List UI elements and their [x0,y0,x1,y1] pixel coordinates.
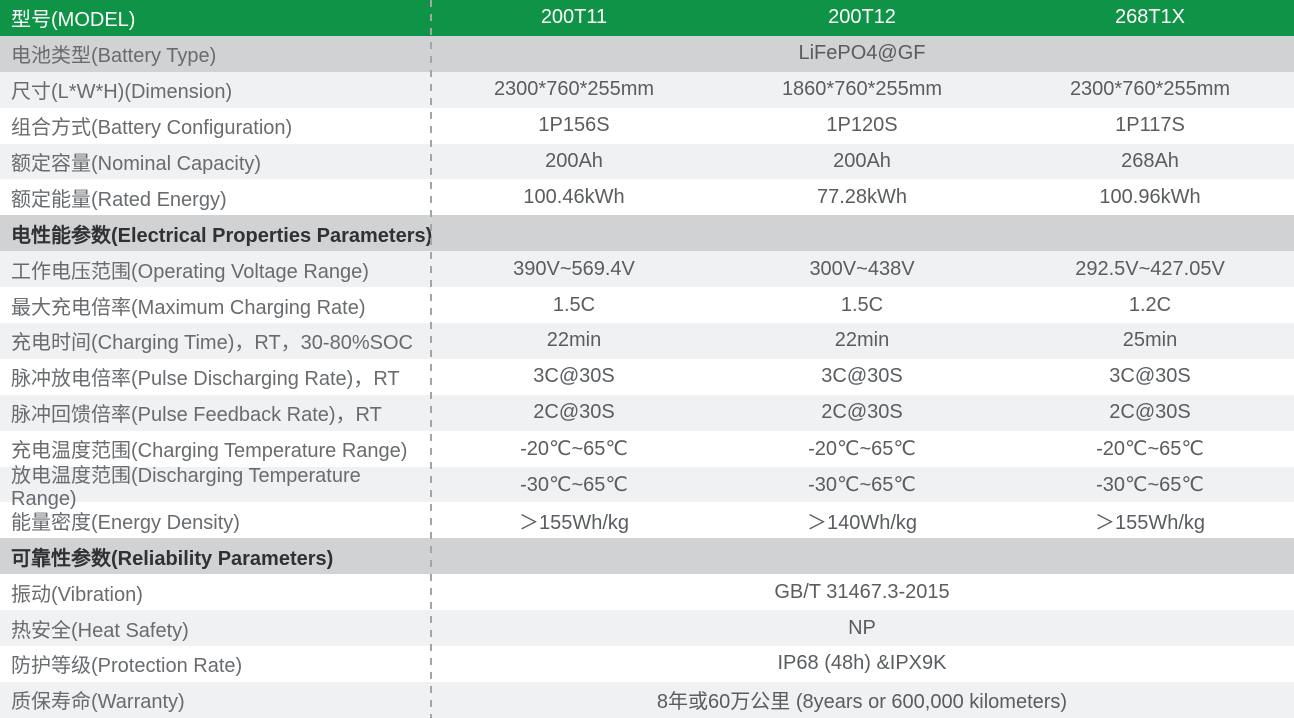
row-value: 77.28kWh [816,185,908,208]
table-row-charging-temp: 充电温度范围(Charging Temperature Range) -20℃~… [0,430,1294,467]
table-row-energy-density: 能量密度(Energy Density) ＞155Wh/kg ＞140Wh/kg… [0,502,1294,539]
row-label: 热安全(Heat Safety) [11,619,189,642]
row-value: 3C@30S [533,365,615,388]
row-label: 脉冲放电倍率(Pulse Discharging Rate)，RT [11,368,400,391]
table-row-voltage-range: 工作电压范围(Operating Voltage Range) 390V~569… [0,251,1294,288]
row-value: 1P156S [538,114,610,137]
row-value: 22min [546,329,602,352]
row-value: 3C@30S [821,365,903,388]
table-row-battery-type: 电池类型(Battery Type) LiFePO4@GF [0,35,1294,72]
row-value: IP68 (48h) &IPX9K [777,652,947,675]
row-label: 工作电压范围(Operating Voltage Range) [11,260,369,283]
row-value: 2C@30S [533,401,615,424]
row-value: -20℃~65℃ [520,438,628,461]
model-column-200T12: 200T12 [828,6,896,29]
row-label: 最大充电倍率(Maximum Charging Rate) [11,296,366,319]
model-column-268T1X: 268T1X [1114,6,1186,29]
table-header-row: 型号(MODEL) 200T11 200T12 268T1X [0,0,1294,36]
row-value: ＞155Wh/kg [1094,511,1206,534]
row-label: 额定容量(Nominal Capacity) [11,153,262,175]
table-row-discharging-temp: 放电温度范围(Discharging Temperature Range) -3… [0,464,1294,510]
table-row-warranty: 质保寿命(Warranty) 8年或60万公里 (8years or 600,0… [0,681,1294,718]
row-label: 脉冲回馈倍率(Pulse Feedback Rate)，RT [11,404,382,427]
row-value: 2300*760*255mm [493,78,655,101]
table-row-heat-safety: 热安全(Heat Safety) NP [0,610,1294,647]
row-label: 电池类型(Battery Type) [11,45,217,68]
row-label: 额定能量(Rated Energy) [11,188,227,211]
row-value: 300V~438V [809,257,915,280]
row-value: 1860*760*255mm [781,78,943,101]
row-value: GB/T 31467.3-2015 [774,580,950,603]
table-row-max-charging-rate: 最大充电倍率(Maximum Charging Rate) 1.5C 1.5C … [0,287,1294,324]
row-value: LiFePO4@GF [798,42,926,65]
table-row-nominal-capacity: 额定容量(Nominal Capacity) 200Ah 200Ah 268Ah [0,143,1294,180]
row-label: 组合方式(Battery Configuration) [11,117,293,140]
row-value: ＞155Wh/kg [518,511,630,534]
section-header-electrical: 电性能参数(Electrical Properties Parameters) [0,215,1294,252]
row-value: 268Ah [1121,150,1179,172]
section-title: 可靠性参数(Reliability Parameters) [11,547,334,570]
row-value: 8年或60万公里 (8years or 600,000 kilometers) [656,691,1068,714]
row-value: 2300*760*255mm [1069,78,1231,101]
row-value: 292.5V~427.05V [1075,257,1225,280]
row-value: 200Ah [545,150,603,172]
row-label: 振动(Vibration) [11,583,143,606]
row-value: ＞140Wh/kg [806,511,918,534]
row-value: NP [848,616,876,639]
row-value: 25min [1122,329,1178,352]
row-value: -30℃~65℃ [520,474,628,497]
row-value: -20℃~65℃ [808,438,916,461]
table-row-pulse-feedback: 脉冲回馈倍率(Pulse Feedback Rate)，RT 2C@30S 2C… [0,394,1294,431]
row-label: 防护等级(Protection Rate) [11,655,243,678]
row-value: 1.5C [552,293,596,316]
row-value: 2C@30S [821,401,903,424]
model-header-label: 型号(MODEL) [11,9,136,32]
table-row-charging-time: 充电时间(Charging Time)，RT，30-80%SOC 22min 2… [0,323,1294,359]
row-value: 22min [834,329,890,352]
model-column-200T11: 200T11 [540,6,608,29]
table-row-dimension: 尺寸(L*W*H)(Dimension) 2300*760*255mm 1860… [0,71,1294,108]
row-value: -20℃~65℃ [1096,438,1204,461]
row-value: -30℃~65℃ [808,474,916,497]
table-row-configuration: 组合方式(Battery Configuration) 1P156S 1P120… [0,107,1294,144]
row-value: 100.96kWh [1099,185,1201,208]
table-row-vibration: 振动(Vibration) GB/T 31467.3-2015 [0,574,1294,611]
row-value: 390V~569.4V [513,257,635,280]
row-value: 100.46kWh [523,185,625,208]
row-value: 3C@30S [1109,365,1191,388]
row-label: 尺寸(L*W*H)(Dimension) [11,81,233,104]
row-label: 充电温度范围(Charging Temperature Range) [11,440,408,463]
row-value: -30℃~65℃ [1096,474,1204,497]
row-value: 1P117S [1115,114,1185,137]
table-row-protection-rate: 防护等级(Protection Rate) IP68 (48h) &IPX9K [0,646,1294,682]
row-value: 1P120S [826,114,898,137]
row-value: 2C@30S [1109,401,1191,424]
row-label: 充电时间(Charging Time)，RT，30-80%SOC [11,332,413,355]
section-title: 电性能参数(Electrical Properties Parameters) [11,224,433,247]
section-header-reliability: 可靠性参数(Reliability Parameters) [0,538,1294,575]
table-row-rated-energy: 额定能量(Rated Energy) 100.46kWh 77.28kWh 10… [0,179,1294,216]
row-value: 200Ah [833,150,891,172]
row-value: 1.2C [1128,293,1172,316]
row-label: 放电温度范围(Discharging Temperature Range) [11,464,361,510]
row-label: 质保寿命(Warranty) [11,691,185,714]
row-value: 1.5C [840,293,884,316]
table-row-pulse-discharging: 脉冲放电倍率(Pulse Discharging Rate)，RT 3C@30S… [0,358,1294,395]
row-label: 能量密度(Energy Density) [11,511,240,534]
